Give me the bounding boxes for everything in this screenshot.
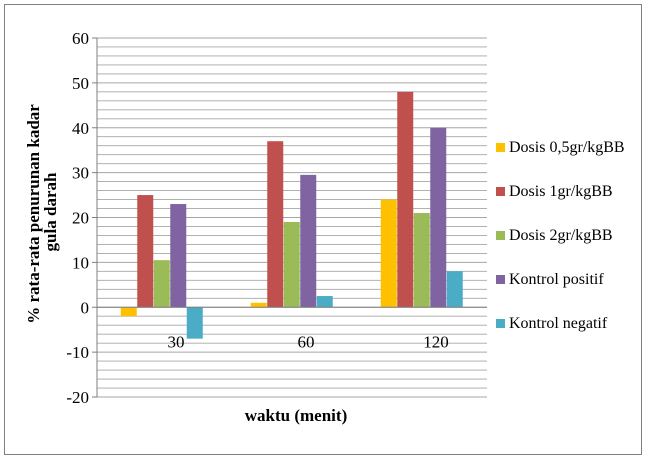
legend-swatch — [496, 143, 505, 152]
y-tick-label: -20 — [66, 388, 89, 407]
y-tick-label: -10 — [66, 343, 89, 362]
bar — [267, 141, 284, 308]
y-tick-label: 10 — [72, 253, 89, 272]
y-axis-ticks: -20 -10 0 10 20 30 40 50 60 — [66, 29, 97, 407]
legend-label: Dosis 2gr/kgBB — [509, 227, 613, 244]
y-tick-label: 50 — [72, 74, 89, 93]
chart-frame — [4, 4, 642, 455]
bar — [120, 307, 137, 317]
legend-label: Kontrol negatif — [509, 315, 608, 332]
y-tick-label: 0 — [81, 298, 90, 317]
y-tick-label: 60 — [72, 29, 89, 48]
category-label: 60 — [298, 332, 315, 351]
y-tick-label: 30 — [72, 164, 89, 183]
legend-swatch — [496, 319, 505, 328]
y-axis-title-line-1: % rata-rata penurunan kadar — [24, 104, 43, 324]
legend: Dosis 0,5gr/kgBB Dosis 1gr/kgBB Dosis 2gr/… — [496, 139, 625, 332]
legend-label: Kontrol positif — [509, 271, 604, 288]
bar — [250, 302, 267, 308]
y-axis-title-line-2: gula darah — [41, 172, 60, 251]
category-labels: 30 60 120 — [168, 332, 449, 351]
y-tick-label: 20 — [72, 209, 89, 228]
y-tick-label: 40 — [72, 119, 89, 138]
legend-label: Dosis 1gr/kgBB — [509, 183, 613, 200]
bar — [283, 221, 300, 308]
bar — [413, 213, 430, 308]
bar — [397, 91, 414, 308]
bar — [430, 127, 447, 308]
bars — [120, 91, 463, 339]
category-label: 120 — [423, 332, 449, 351]
legend-swatch — [496, 187, 505, 196]
bar — [137, 195, 154, 308]
bar — [380, 199, 397, 308]
bar — [316, 296, 333, 308]
category-label: 30 — [168, 332, 185, 351]
y-axis-title: % rata-rata penurunan kadar gula darah — [24, 100, 60, 324]
axes — [96, 38, 487, 397]
bar — [170, 204, 187, 308]
legend-swatch — [496, 275, 505, 284]
bar — [153, 260, 170, 308]
bar — [300, 174, 317, 308]
x-axis-title: waktu (menit) — [245, 406, 347, 425]
legend-swatch — [496, 231, 505, 240]
bar — [186, 307, 203, 339]
legend-label: Dosis 0,5gr/kgBB — [509, 139, 625, 156]
bar — [446, 271, 463, 308]
